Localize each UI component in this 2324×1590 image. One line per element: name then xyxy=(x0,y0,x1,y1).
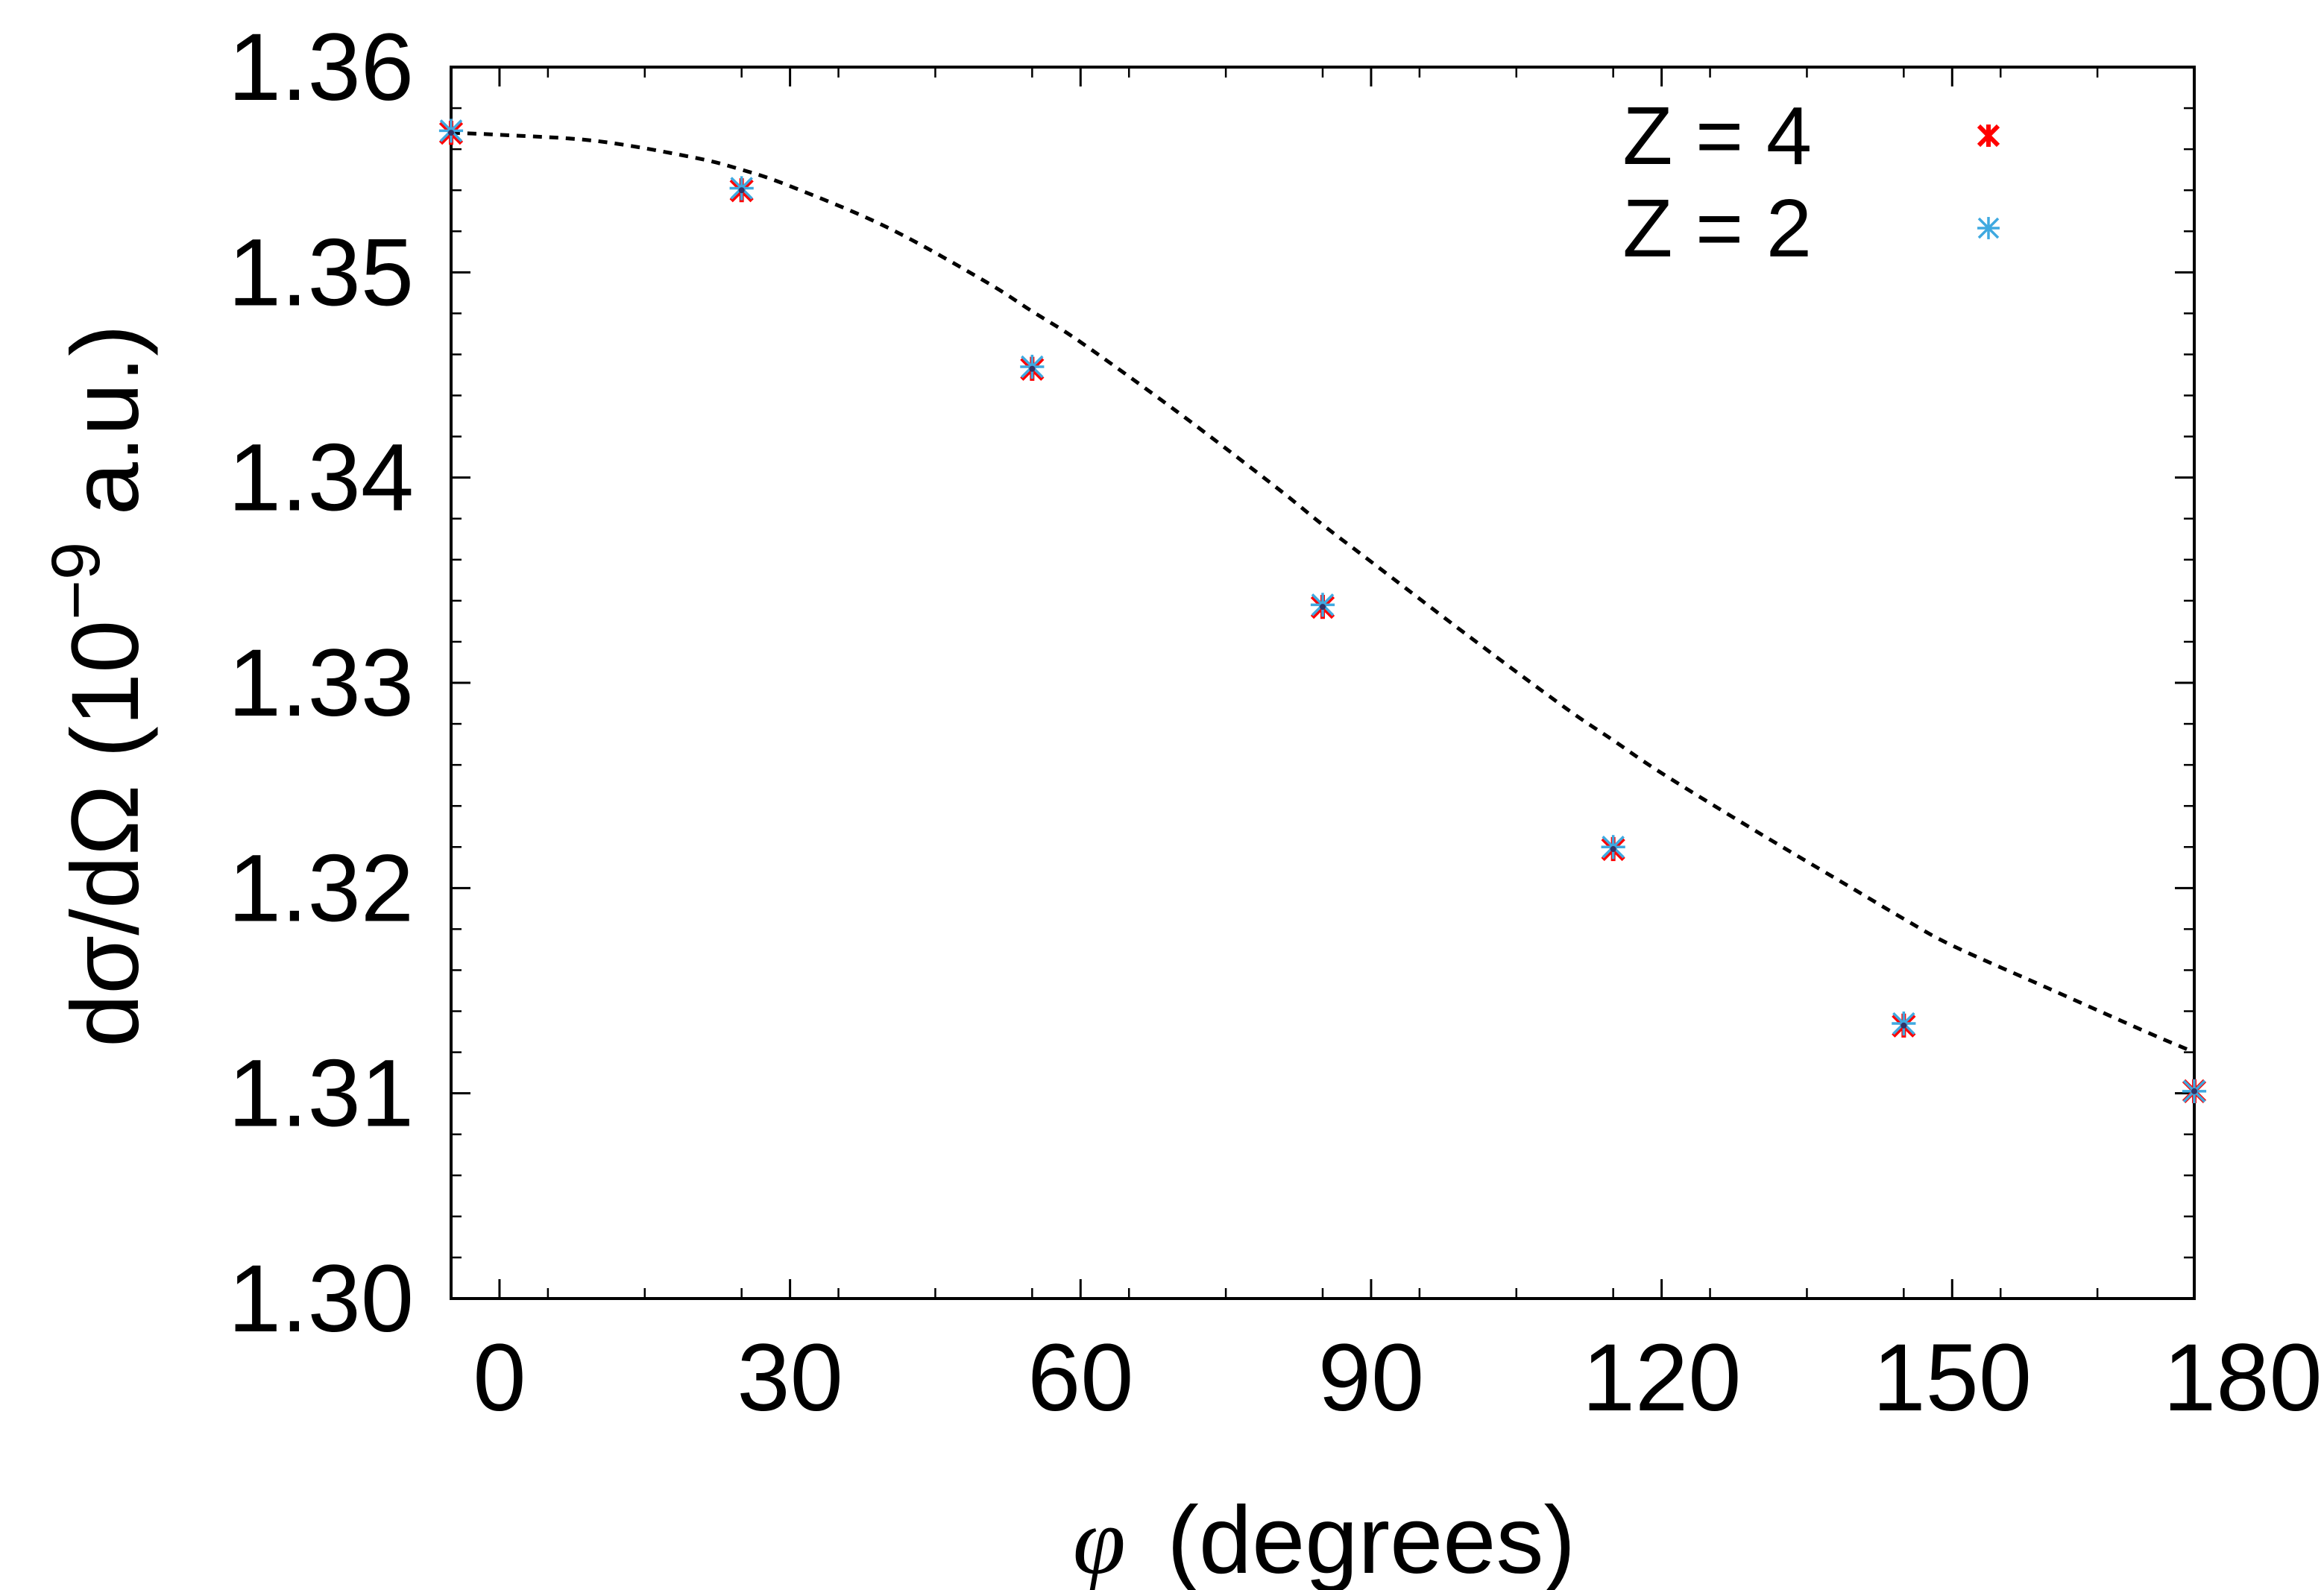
x-tick-label: 120 xyxy=(1582,1325,1742,1431)
y-tick-label: 1.31 xyxy=(228,1041,414,1147)
y-axis-title: dσ/dΩ (10−9 a.u.) xyxy=(38,324,159,1047)
x-tick-label: 90 xyxy=(1318,1325,1424,1431)
y-tick-label: 1.30 xyxy=(228,1246,414,1352)
plot-frame xyxy=(450,66,2196,1300)
legend-label: Z = 2 xyxy=(1622,183,1812,274)
data-point-overlap xyxy=(2191,1088,2197,1094)
y-axis-title-tail: a.u.) xyxy=(52,324,159,542)
y-axis-title-main: dσ/dΩ (10 xyxy=(52,620,159,1047)
x-axis-title: φ (degrees) xyxy=(1073,1487,1575,1590)
x-tick-label: 150 xyxy=(1872,1325,2032,1431)
y-tick-label: 1.33 xyxy=(228,630,414,736)
y-tick-label: 1.34 xyxy=(228,425,414,531)
data-point-overlap xyxy=(738,187,745,194)
data-point-overlap xyxy=(1610,846,1616,853)
legend-marker xyxy=(1977,124,2000,148)
x-tick-label: 0 xyxy=(473,1325,526,1431)
y-tick-label: 1.35 xyxy=(228,219,414,326)
axes-layer: 1.30 1.31 1.32 1.33 1.34 1.35 1.36 0 30 60 90 120 15… xyxy=(228,14,2323,1431)
x-axis-symbol: φ xyxy=(1073,1488,1126,1590)
x-axis-unit: (degrees) xyxy=(1167,1487,1575,1590)
y-tick-label: 1.36 xyxy=(228,14,414,121)
x-tick-label: 60 xyxy=(1027,1325,1133,1431)
fit-curve-layer xyxy=(450,130,2195,1054)
data-point-overlap xyxy=(1320,604,1326,611)
fit-curve xyxy=(450,130,2195,1054)
legend-marker xyxy=(1977,217,2000,239)
legend: Z = 4Z = 2 xyxy=(1622,90,2000,274)
x-tick-label: 30 xyxy=(737,1325,843,1431)
x-tick-label: 180 xyxy=(2163,1325,2323,1431)
data-point-overlap xyxy=(1901,1022,1907,1029)
data-points-layer xyxy=(438,119,2207,1104)
y-tick-label: 1.32 xyxy=(228,835,414,941)
legend-label: Z = 4 xyxy=(1622,90,1812,182)
data-point-overlap xyxy=(1029,365,1036,372)
y-axis-title-exponent: −9 xyxy=(38,542,114,620)
data-point-overlap xyxy=(448,130,454,136)
